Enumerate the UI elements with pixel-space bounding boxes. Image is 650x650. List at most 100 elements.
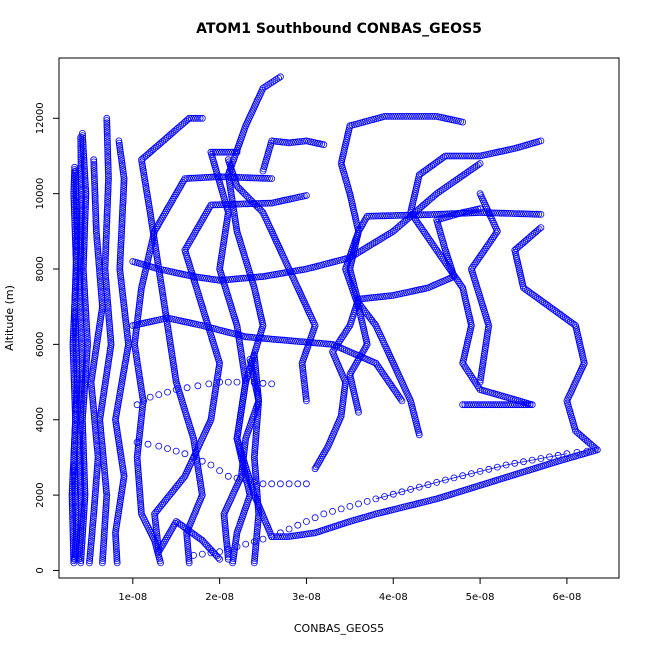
data-point [350, 251, 358, 259]
data-point [481, 245, 489, 253]
data-point [82, 312, 90, 320]
data-point [80, 283, 88, 291]
data-point [103, 292, 111, 300]
data-point [104, 194, 112, 202]
data-point [118, 223, 126, 231]
data-point [116, 146, 124, 154]
data-point [73, 236, 81, 244]
data-point [340, 391, 348, 399]
data-point [240, 387, 248, 395]
data-point [480, 401, 488, 409]
data-point [88, 383, 95, 390]
data-point [239, 395, 247, 403]
data-point [106, 349, 114, 357]
data-point [135, 306, 143, 314]
data-point [90, 171, 98, 179]
data-point [485, 401, 493, 409]
data-point [77, 475, 85, 482]
data-point [103, 126, 111, 133]
data-point [107, 336, 115, 344]
data-point [78, 508, 85, 516]
data-point [133, 356, 141, 364]
data-point [102, 254, 109, 262]
data-point [357, 247, 365, 255]
data-point [322, 340, 330, 348]
data-point [299, 366, 307, 374]
data-point [101, 476, 109, 484]
data-point [100, 531, 108, 538]
data-point [77, 151, 85, 159]
data-point [192, 174, 200, 182]
data-point [77, 492, 85, 500]
data-point [100, 390, 108, 398]
data-point [394, 211, 402, 219]
data-point [101, 515, 109, 523]
data-point [283, 139, 291, 146]
data-point [136, 297, 144, 305]
data-point [89, 523, 96, 531]
data-point [474, 401, 482, 409]
data-point [145, 204, 153, 212]
data-point [254, 517, 262, 524]
data-point [72, 196, 80, 204]
data-point [117, 243, 125, 251]
data-point [436, 252, 444, 260]
data-point [77, 235, 85, 243]
data-point [183, 535, 191, 543]
data-point [77, 255, 84, 263]
data-point [73, 238, 81, 246]
data-point [255, 273, 263, 281]
data-point [70, 329, 77, 337]
data-point [82, 365, 90, 373]
data-point [77, 525, 85, 533]
data-point [134, 449, 142, 457]
data-point [274, 138, 282, 146]
data-point [444, 152, 451, 160]
data-point [77, 481, 85, 489]
data-point [103, 223, 110, 231]
x-axis: 1e-08 2e-08 3e-08 4e-08 5e-08 6e-08 [118, 578, 581, 603]
data-point [222, 276, 230, 284]
data-point [77, 248, 85, 256]
data-point [133, 401, 141, 409]
data-point [77, 169, 85, 177]
data-point [105, 307, 112, 315]
data-point [266, 199, 273, 207]
data-point [309, 339, 317, 347]
data-point [302, 393, 310, 400]
data-point [103, 493, 110, 501]
data-point [181, 175, 189, 183]
data-point [270, 533, 278, 540]
data-point [70, 451, 78, 459]
data-point [213, 201, 221, 209]
data-point [337, 505, 345, 513]
data-point [387, 212, 395, 220]
data-point [76, 538, 84, 546]
data-point [99, 559, 106, 567]
data-point [136, 293, 144, 301]
data-point [237, 406, 245, 414]
data-point [131, 340, 138, 348]
data-point [88, 391, 96, 399]
data-point [76, 450, 84, 458]
data-point [161, 536, 169, 544]
data-point [71, 436, 78, 444]
data-point [418, 211, 425, 219]
data-point [384, 231, 392, 239]
data-point [72, 274, 79, 282]
x-tick-label: 2e-08 [205, 592, 234, 603]
data-point [207, 148, 215, 156]
data-point [115, 396, 123, 404]
data-point [94, 252, 102, 260]
data-point [211, 276, 219, 284]
data-point [165, 203, 173, 211]
data-point [102, 241, 110, 249]
data-point [71, 294, 79, 302]
data-point [269, 78, 277, 86]
data-point [296, 531, 304, 539]
data-point [302, 390, 310, 398]
data-point [96, 414, 104, 422]
data-point [381, 493, 389, 500]
data-point [320, 450, 328, 458]
data-point [268, 335, 276, 343]
